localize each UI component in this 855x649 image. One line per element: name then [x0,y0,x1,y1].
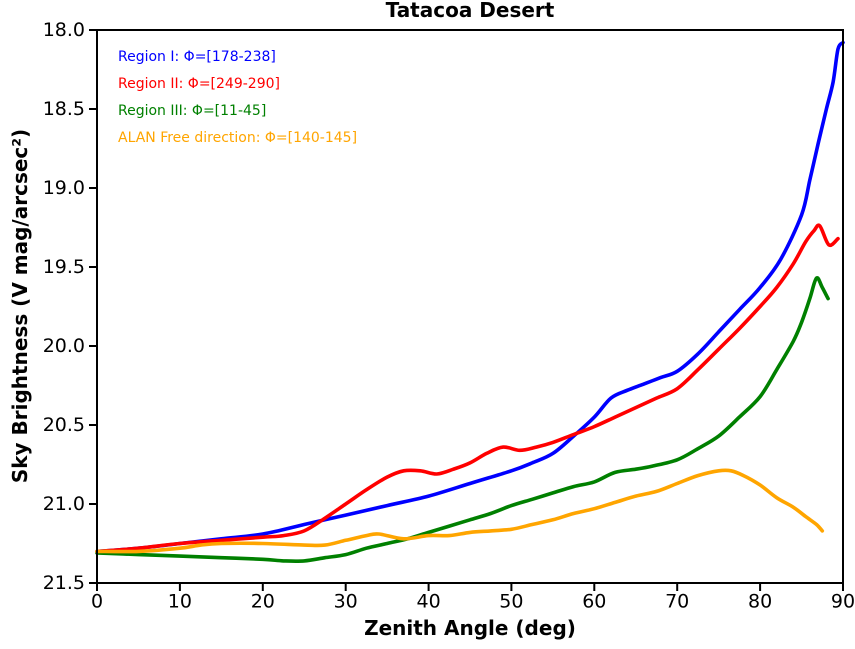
y-tick-label: 21.5 [43,572,85,594]
axes-spines [96,29,844,584]
legend-entry-region-i: Region I: Φ=[178-238] [118,49,276,65]
chart-title: Tatacoa Desert [385,0,555,22]
y-tick-label: 18.0 [43,19,85,41]
x-tick-label: 20 [251,591,275,613]
x-tick-label: 80 [748,591,772,613]
region-iii-curve [95,276,830,563]
legend-entry-region-iii: Region III: Φ=[11-45] [118,103,267,119]
y-tick-label: 18.5 [43,98,85,120]
y-tick-label: 20.0 [43,335,85,357]
region-ii-curve [95,223,840,554]
x-tick-label: 50 [499,591,523,613]
y-tick-label: 21.0 [43,493,85,515]
alan-free-direction-curve [95,468,825,554]
x-tick-label: 40 [417,591,441,613]
region-i-curve [95,40,845,554]
x-tick-label: 70 [665,591,689,613]
x-tick-label: 60 [582,591,606,613]
legend-entry-region-ii: Region II: Φ=[249-290] [118,76,280,92]
x-tick-label: 90 [831,591,855,613]
x-axis-label: Zenith Angle (deg) [364,616,576,640]
y-tick-label: 20.5 [43,414,85,436]
legend: Region I: Φ=[178-238] Region II: Φ=[249-2… [118,44,357,152]
y-tick-label: 19.0 [43,177,85,199]
x-tick-label: 0 [91,591,103,613]
x-tick-label: 10 [168,591,192,613]
x-tick-label: 30 [334,591,358,613]
y-axis-label: Sky Brightness (V mag/arcsec²) [8,128,32,484]
legend-entry-alan-free-direction: ALAN Free direction: Φ=[140-145] [118,130,358,146]
y-tick-label: 19.5 [43,256,85,278]
